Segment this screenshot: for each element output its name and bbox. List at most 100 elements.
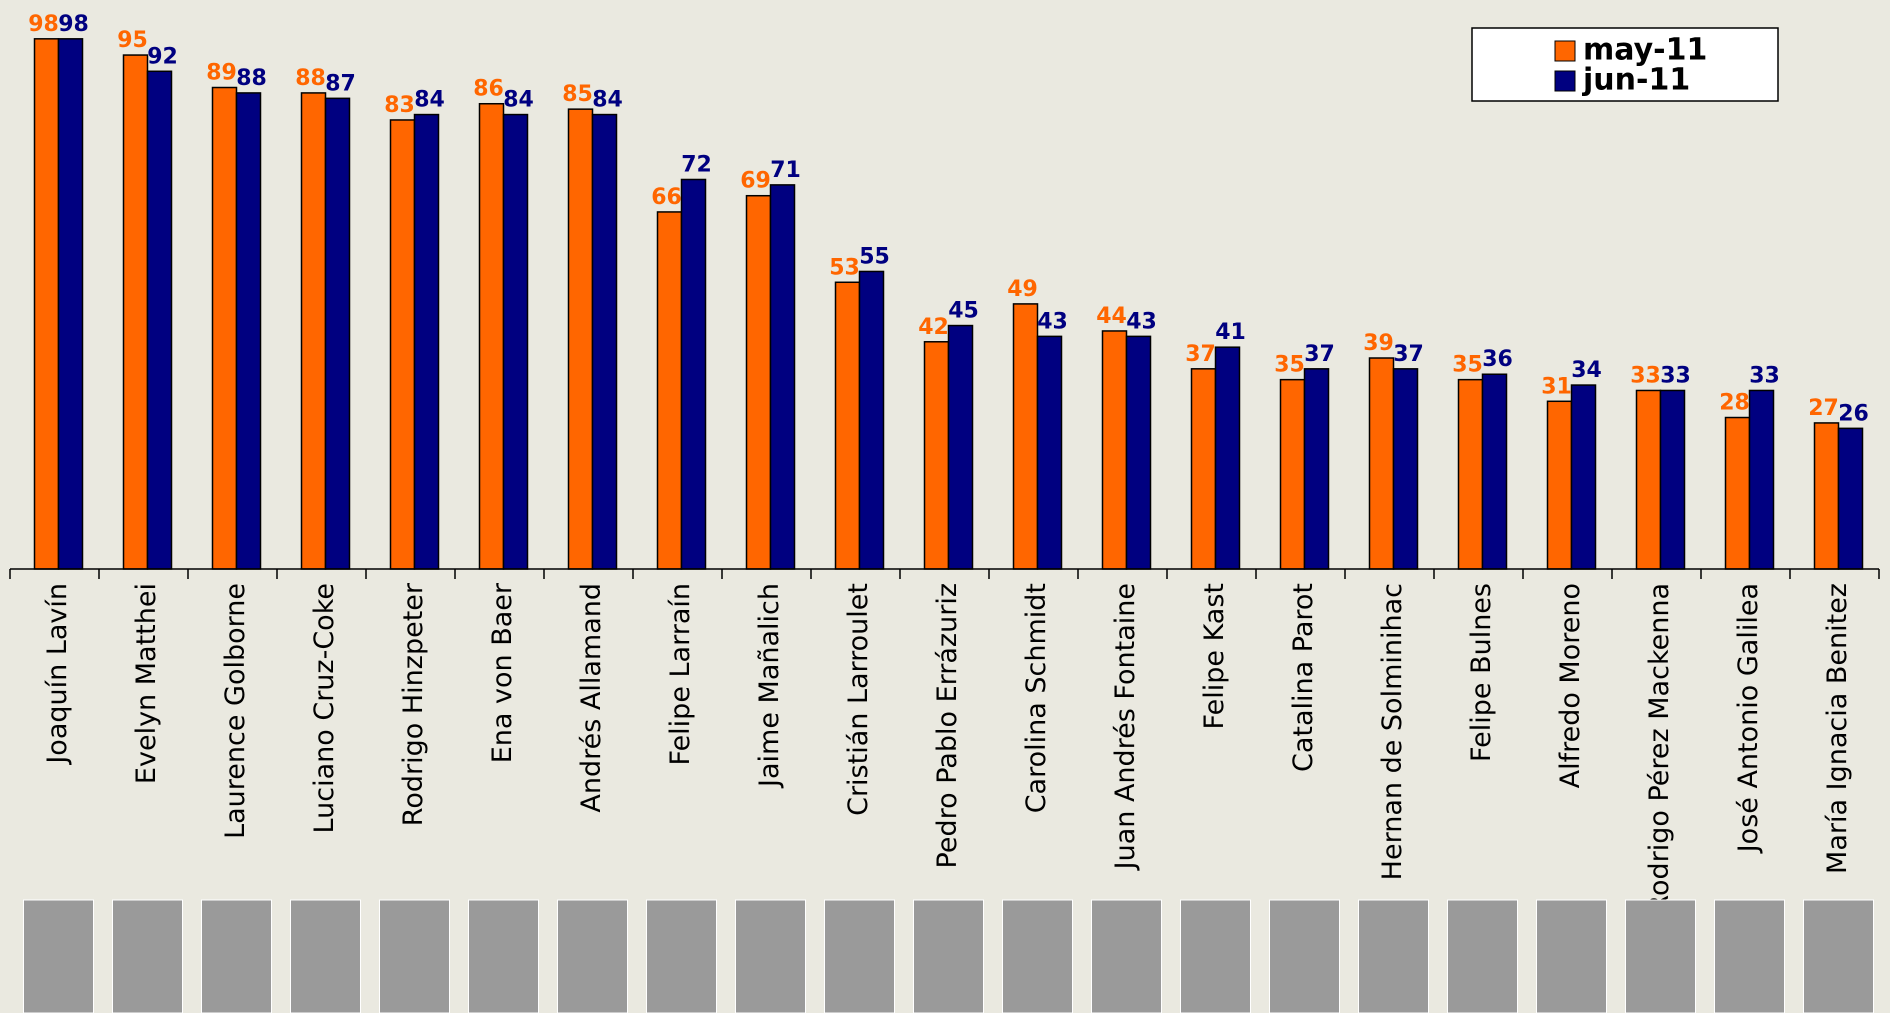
value-label: 88 xyxy=(236,66,267,91)
bar xyxy=(1813,422,1840,570)
bar xyxy=(1837,427,1864,570)
value-label: 89 xyxy=(206,61,237,86)
bar xyxy=(235,92,262,570)
value-label: 83 xyxy=(384,93,415,118)
photo xyxy=(1358,899,1429,1013)
value-label: 43 xyxy=(1037,309,1068,334)
value-label: 71 xyxy=(770,158,801,183)
bar xyxy=(1279,378,1306,570)
value-label: 98 xyxy=(28,12,59,37)
bar xyxy=(1125,335,1152,570)
bar xyxy=(656,211,683,570)
bar xyxy=(1190,368,1217,570)
value-label: 88 xyxy=(295,66,326,91)
bar xyxy=(57,38,84,570)
bar xyxy=(745,194,772,570)
x-tick-label: Rodrigo Hinzpeter xyxy=(398,582,429,826)
bar xyxy=(591,113,618,570)
x-tick-label: Catalina Parot xyxy=(1288,583,1319,772)
value-label: 36 xyxy=(1482,347,1513,372)
value-label: 44 xyxy=(1096,304,1127,329)
x-tick-label: Andrés Allamand xyxy=(576,583,607,813)
bar xyxy=(1570,384,1597,570)
value-label: 35 xyxy=(1452,353,1483,378)
value-label: 34 xyxy=(1571,358,1602,383)
photo xyxy=(1002,899,1073,1013)
x-tick-label: Hernan de Solminihac xyxy=(1377,583,1408,880)
value-label: 31 xyxy=(1541,374,1572,399)
value-label: 27 xyxy=(1808,396,1839,421)
bar xyxy=(1036,335,1063,570)
x-tick-label: Juan Andrés Fontaine xyxy=(1110,583,1141,871)
value-label: 43 xyxy=(1126,309,1157,334)
legend-label: may-11 xyxy=(1583,33,1707,68)
bar xyxy=(1481,373,1508,570)
value-label: 37 xyxy=(1393,342,1424,367)
x-tick-label: Felipe Kast xyxy=(1199,583,1230,729)
value-label: 33 xyxy=(1630,363,1661,388)
legend-box xyxy=(1471,27,1779,102)
bar xyxy=(1546,400,1573,570)
bar xyxy=(413,113,440,570)
legend-swatch xyxy=(1554,40,1576,62)
photo xyxy=(468,899,539,1013)
value-label: 84 xyxy=(414,88,445,113)
bar xyxy=(858,270,885,570)
value-label: 87 xyxy=(325,71,356,96)
x-tick-label: Alfredo Moreno xyxy=(1555,583,1586,788)
value-label: 92 xyxy=(147,44,178,69)
bar xyxy=(1214,346,1241,570)
x-tick-label: Jaime Mañalich xyxy=(754,583,785,789)
bar xyxy=(1457,378,1484,570)
bar xyxy=(769,184,796,570)
bar xyxy=(680,178,707,570)
photo xyxy=(1091,899,1162,1013)
value-label: 85 xyxy=(562,82,593,107)
value-label: 84 xyxy=(503,88,534,113)
value-label: 41 xyxy=(1215,320,1246,345)
bar xyxy=(1101,330,1128,570)
value-label: 26 xyxy=(1838,401,1869,426)
value-label: 37 xyxy=(1304,342,1335,367)
x-tick-label: María Ignacia Benitez xyxy=(1822,583,1853,874)
x-tick-label: Cristián Larroulet xyxy=(843,583,874,816)
photo xyxy=(290,899,361,1013)
value-label: 39 xyxy=(1363,331,1394,356)
bar xyxy=(146,70,173,570)
value-label: 66 xyxy=(651,185,682,210)
photo xyxy=(201,899,272,1013)
x-tick-label: Pedro Pablo Errázuriz xyxy=(932,583,963,868)
photo xyxy=(1269,899,1340,1013)
value-label: 95 xyxy=(117,28,148,53)
photo xyxy=(557,899,628,1013)
x-tick-label: Felipe Larraín xyxy=(665,583,696,765)
bar xyxy=(947,324,974,570)
x-tick-label: José Antonio Galilea xyxy=(1733,583,1764,854)
value-label: 69 xyxy=(740,169,771,194)
bar xyxy=(1659,389,1686,570)
x-tick-label: Laurence Golborne xyxy=(220,583,251,839)
x-tick-label: Carolina Schmidt xyxy=(1021,583,1052,813)
photo xyxy=(379,899,450,1013)
value-label: 42 xyxy=(918,315,949,340)
photo xyxy=(112,899,183,1013)
bar xyxy=(478,102,505,570)
bar xyxy=(300,92,327,570)
photo xyxy=(1803,899,1874,1013)
bar xyxy=(1635,389,1662,570)
value-label: 55 xyxy=(859,244,890,269)
bar xyxy=(1303,368,1330,570)
bar xyxy=(122,54,149,570)
x-tick-label: Evelyn Matthei xyxy=(131,583,162,784)
x-tick-label: Luciano Cruz-Coke xyxy=(309,583,340,833)
bar xyxy=(389,119,416,570)
bar xyxy=(1392,368,1419,570)
bar xyxy=(923,341,950,570)
bar xyxy=(502,113,529,570)
photo xyxy=(1180,899,1251,1013)
x-tick-label: Joaquín Lavín xyxy=(42,583,73,766)
value-label: 98 xyxy=(58,12,89,37)
photo xyxy=(913,899,984,1013)
bar xyxy=(567,108,594,570)
